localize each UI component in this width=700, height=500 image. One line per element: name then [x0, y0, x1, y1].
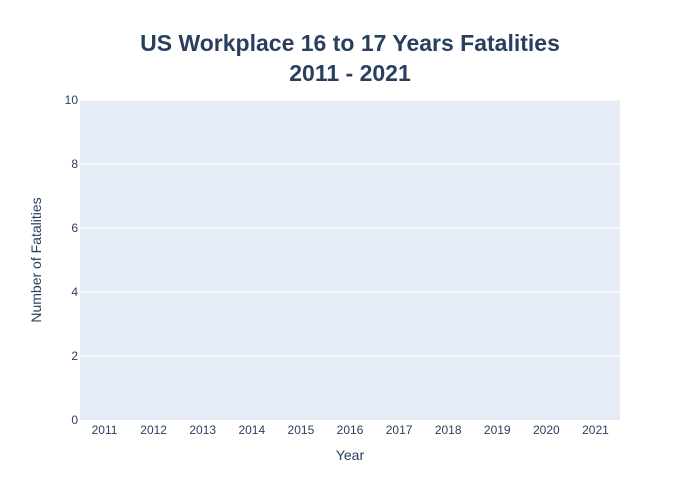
y-tick-label: 6	[71, 221, 78, 235]
x-tick-label: 2014	[238, 423, 265, 437]
x-tick-label: 2019	[484, 423, 511, 437]
y-axis-title: Number of Fatalities	[28, 197, 44, 322]
chart-title: US Workplace 16 to 17 Years Fatalities 2…	[0, 28, 700, 88]
plot-area	[80, 100, 620, 420]
y-tick-label: 4	[71, 285, 78, 299]
x-axis-title: Year	[336, 447, 365, 463]
y-tick-label: 2	[71, 349, 78, 363]
x-tick-label: 2021	[582, 423, 609, 437]
y-tick-label: 0	[71, 413, 78, 427]
x-tick-label: 2016	[337, 423, 364, 437]
x-tick-label: 2018	[435, 423, 462, 437]
y-axis-ticks: 0 2 4 6 8 10	[65, 93, 79, 427]
x-tick-label: 2015	[288, 423, 315, 437]
grid-lines	[80, 99, 620, 357]
y-tick-label: 10	[65, 93, 79, 107]
y-tick-label: 8	[71, 157, 78, 171]
x-tick-label: 2017	[386, 423, 413, 437]
x-tick-label: 2013	[189, 423, 216, 437]
x-tick-label: 2011	[92, 423, 118, 437]
x-tick-label: 2012	[140, 423, 167, 437]
chart-title-line: US Workplace 16 to 17 Years Fatalities	[140, 30, 560, 56]
x-axis-ticks: 2011 2012 2013 2014 2015 2016 2017 2018 2019 2020…	[92, 423, 609, 437]
chart-subtitle: 2011 - 2021	[289, 60, 411, 86]
x-tick-label: 2020	[533, 423, 560, 437]
